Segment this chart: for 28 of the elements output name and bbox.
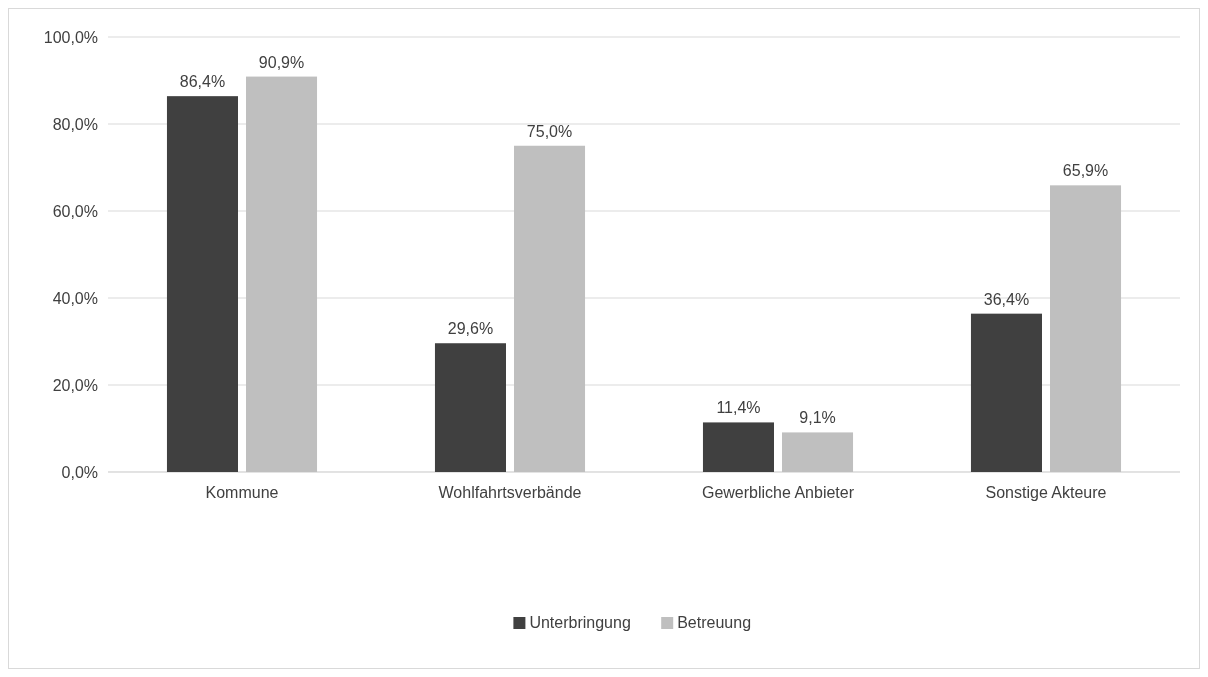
- data-label: 29,6%: [447, 320, 494, 338]
- bar: [514, 145, 586, 472]
- y-tick-label: 20,0%: [52, 377, 98, 394]
- data-label: 9,1%: [799, 409, 836, 427]
- bar: [970, 313, 1042, 472]
- x-tick-label: Sonstige Akteure: [985, 484, 1107, 501]
- x-tick-label: Kommune: [205, 484, 279, 501]
- bar: [782, 432, 854, 472]
- bar: [434, 343, 506, 472]
- bar: [1050, 185, 1122, 472]
- data-label: 90,9%: [258, 53, 305, 71]
- bar: [246, 76, 318, 472]
- y-tick-label: 80,0%: [52, 116, 98, 133]
- data-label: 75,0%: [526, 122, 573, 140]
- data-label: 36,4%: [983, 290, 1030, 308]
- data-label: 86,4%: [179, 73, 226, 91]
- bar: [166, 96, 238, 472]
- legend-label: Betreuung: [677, 614, 752, 631]
- bar: [702, 422, 774, 472]
- y-tick-label: 60,0%: [52, 203, 98, 220]
- y-tick-label: 40,0%: [52, 290, 98, 307]
- x-tick-label: Gewerbliche Anbieter: [701, 484, 855, 501]
- y-tick-label: 100,0%: [43, 29, 98, 46]
- x-tick-label: Wohlfahrtsverbände: [438, 484, 582, 501]
- legend-label: Unterbringung: [529, 614, 631, 631]
- y-tick-label: 0,0%: [61, 464, 98, 481]
- data-label: 11,4%: [716, 399, 761, 417]
- data-label: 65,9%: [1062, 162, 1109, 180]
